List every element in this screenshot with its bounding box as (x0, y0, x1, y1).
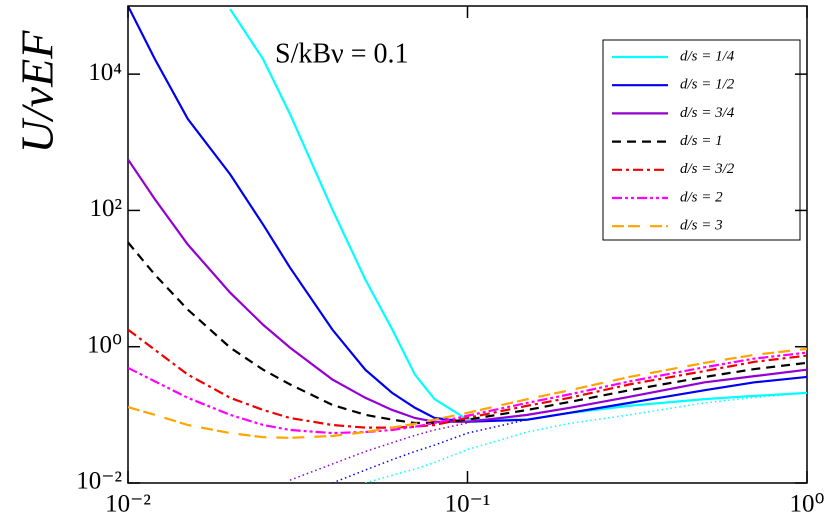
legend-label: d/s = 3/2 (680, 161, 735, 177)
legend-box (602, 39, 801, 241)
curves (128, 6, 807, 483)
series-line (128, 347, 807, 439)
y-tick-label: 10² (90, 195, 123, 222)
series-line (128, 241, 807, 425)
legend-label: d/s = 3 (680, 218, 723, 234)
annotation: S/kBν = 0.1 (275, 38, 408, 69)
y-tick-label: 10⁰ (87, 331, 122, 358)
legend-label: d/s = 3/4 (680, 105, 735, 121)
x-tick-label: 10⁻¹ (445, 491, 491, 518)
series-line (128, 351, 807, 435)
dotted-branch (332, 418, 528, 483)
y-axis-label: U/νEF (12, 30, 63, 154)
legend-label: d/s = 1/4 (680, 48, 735, 64)
series-line (229, 8, 807, 421)
dotted-branch (289, 422, 468, 481)
series-line (128, 6, 807, 423)
series-line (128, 328, 807, 429)
legend-label: d/s = 1 (680, 133, 723, 149)
y-tick-label: 10⁴ (88, 59, 122, 86)
x-tick-label: 10⁻² (105, 491, 151, 518)
x-tick-label: 10⁰ (789, 491, 824, 518)
series-line (128, 158, 807, 423)
y-tick-label: 10⁻² (76, 468, 122, 495)
legend-label: d/s = 2 (680, 189, 723, 205)
legend-label: d/s = 1/2 (680, 77, 735, 93)
